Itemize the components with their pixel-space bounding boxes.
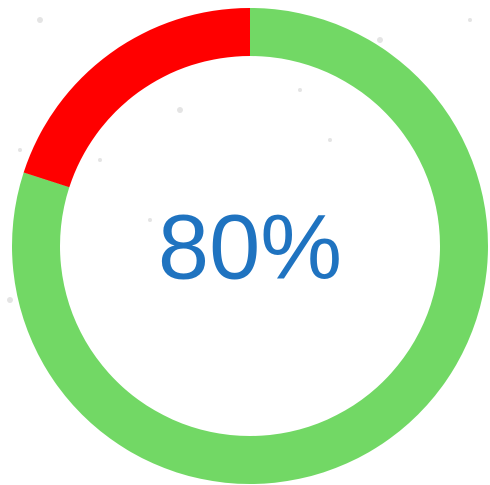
donut-segment: [23, 8, 251, 188]
center-label: 80%: [158, 196, 342, 298]
background-dots: [7, 17, 472, 303]
donut: [11, 8, 488, 484]
